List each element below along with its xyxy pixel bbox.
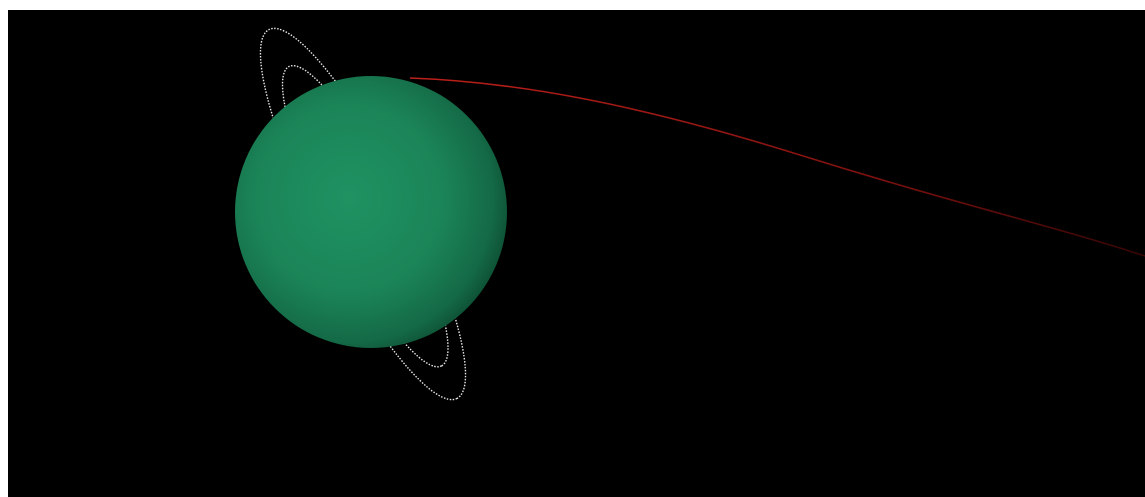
planet [235,76,507,348]
orbit-trail [409,77,1145,257]
viewport [8,10,1145,497]
